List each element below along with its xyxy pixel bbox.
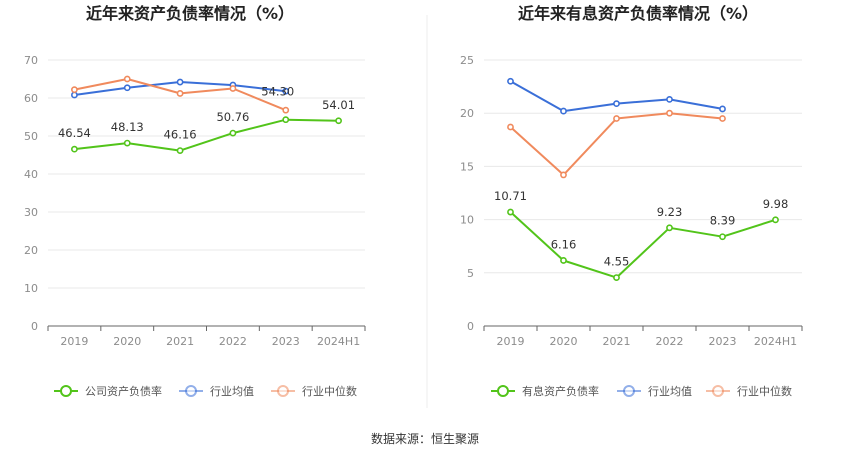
chart-title: 近年来资产负债率情况（%） bbox=[86, 4, 294, 23]
legend-label: 行业均值 bbox=[648, 385, 692, 398]
y-tick-label: 40 bbox=[24, 168, 38, 181]
data-point bbox=[507, 208, 514, 216]
data-label: 50.76 bbox=[216, 110, 249, 124]
series-line-1 bbox=[74, 118, 339, 152]
data-point bbox=[282, 87, 290, 95]
x-tick-label: 2023 bbox=[709, 335, 737, 348]
x-tick-label: 2021 bbox=[603, 335, 631, 348]
data-point bbox=[772, 216, 779, 224]
data-label: 6.16 bbox=[551, 237, 577, 251]
data-point bbox=[71, 91, 78, 99]
data-point bbox=[282, 116, 290, 124]
x-tick-label: 2024H1 bbox=[317, 335, 360, 348]
data-point bbox=[176, 147, 184, 154]
chart-title: 近年来有息资产负债率情况（%） bbox=[518, 4, 758, 23]
legend-item[interactable]: 行业中位数 bbox=[271, 384, 357, 398]
data-point bbox=[560, 171, 567, 179]
y-tick-label: 0 bbox=[467, 320, 474, 333]
legend-swatch-marker bbox=[623, 385, 635, 397]
data-point bbox=[719, 233, 726, 241]
data-label: 46.54 bbox=[58, 126, 91, 140]
x-tick-label: 2021 bbox=[166, 335, 194, 348]
data-point bbox=[560, 257, 567, 264]
legend-item[interactable]: 公司资产负债率 bbox=[54, 384, 162, 398]
legend-label: 行业中位数 bbox=[302, 384, 357, 398]
legend-item[interactable]: 行业均值 bbox=[617, 385, 692, 398]
data-point bbox=[176, 90, 184, 97]
legend-swatch-marker bbox=[497, 385, 509, 397]
legend: 有息资产负债率 行业均值 行业中位数 bbox=[491, 384, 792, 398]
x-tick-label: 2020 bbox=[550, 335, 578, 348]
data-point bbox=[719, 105, 726, 113]
data-label: 8.39 bbox=[710, 214, 736, 228]
data-point bbox=[282, 106, 290, 114]
data-point bbox=[176, 78, 184, 86]
series-line-3 bbox=[509, 112, 723, 176]
y-tick-label: 0 bbox=[31, 320, 38, 333]
data-point bbox=[71, 86, 78, 94]
data-point bbox=[123, 75, 131, 83]
y-tick-label: 15 bbox=[460, 160, 474, 173]
legend-swatch-marker bbox=[185, 385, 197, 397]
y-tick-label: 5 bbox=[467, 267, 474, 280]
legend-item[interactable]: 行业均值 bbox=[179, 385, 254, 398]
data-point bbox=[666, 95, 673, 103]
legend-label: 行业均值 bbox=[210, 385, 254, 398]
x-tick-label: 2019 bbox=[60, 335, 88, 348]
legend-item[interactable]: 行业中位数 bbox=[706, 384, 792, 398]
data-label: 9.98 bbox=[763, 197, 789, 211]
data-point bbox=[507, 123, 514, 131]
x-tick-label: 2022 bbox=[656, 335, 684, 348]
data-point bbox=[613, 115, 620, 122]
data-label: 48.13 bbox=[111, 120, 144, 134]
data-point bbox=[666, 224, 673, 232]
data-point bbox=[335, 117, 342, 125]
data-point bbox=[613, 100, 620, 108]
data-point bbox=[123, 84, 131, 92]
data-point bbox=[666, 109, 673, 117]
legend-label: 行业中位数 bbox=[737, 384, 792, 398]
y-tick-label: 60 bbox=[24, 92, 38, 105]
data-point bbox=[229, 85, 237, 92]
y-tick-label: 30 bbox=[24, 206, 38, 219]
series-line-1 bbox=[509, 211, 776, 279]
legend: 公司资产负债率 行业均值 行业中位数 bbox=[54, 384, 357, 398]
data-label: 9.23 bbox=[657, 205, 683, 219]
x-tick-label: 2020 bbox=[113, 335, 141, 348]
legend-label: 有息资产负债率 bbox=[522, 384, 599, 398]
data-point bbox=[719, 115, 726, 122]
x-tick-label: 2023 bbox=[272, 335, 300, 348]
data-label: 10.71 bbox=[494, 189, 527, 203]
chart-panel-2: 近年来有息资产负债率情况（%） 0 5 10 15 20 25 2019 2020 2021 202… bbox=[460, 4, 803, 398]
y-tick-label: 10 bbox=[24, 282, 38, 295]
y-tick-label: 10 bbox=[460, 214, 474, 227]
legend-swatch-marker bbox=[277, 385, 289, 397]
data-point bbox=[613, 274, 620, 281]
y-tick-label: 70 bbox=[24, 54, 38, 67]
y-tick-label: 50 bbox=[24, 130, 38, 143]
y-tick-label: 20 bbox=[460, 107, 474, 120]
legend-label: 公司资产负债率 bbox=[85, 384, 162, 398]
x-tick-label: 2022 bbox=[219, 335, 247, 348]
data-point bbox=[229, 129, 237, 137]
x-tick-label: 2024H1 bbox=[754, 335, 797, 348]
data-label: 4.55 bbox=[604, 255, 630, 269]
source-text: 数据来源：恒生聚源 bbox=[371, 431, 479, 446]
data-point bbox=[560, 107, 567, 115]
legend-swatch-marker bbox=[712, 385, 724, 397]
data-point bbox=[123, 139, 131, 147]
data-label: 46.16 bbox=[164, 128, 197, 142]
y-tick-label: 25 bbox=[460, 54, 474, 67]
data-label: 54.01 bbox=[322, 98, 355, 112]
y-tick-label: 20 bbox=[24, 244, 38, 257]
x-tick-label: 2019 bbox=[497, 335, 525, 348]
data-label: 54.30 bbox=[261, 85, 294, 99]
chart-panel-1: 近年来资产负债率情况（%） 0 10 20 30 40 50 60 70 2019 2020 2021… bbox=[24, 4, 366, 398]
legend-swatch-marker bbox=[60, 385, 72, 397]
legend-item[interactable]: 有息资产负债率 bbox=[491, 384, 599, 398]
data-point bbox=[507, 77, 514, 85]
data-point bbox=[71, 145, 78, 153]
